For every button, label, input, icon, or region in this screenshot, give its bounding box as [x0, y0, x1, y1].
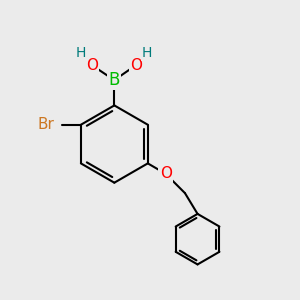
Text: Br: Br — [37, 117, 54, 132]
Text: O: O — [86, 58, 98, 73]
Text: O: O — [130, 58, 142, 73]
Text: B: B — [109, 71, 120, 89]
Text: H: H — [142, 46, 152, 60]
Text: H: H — [76, 46, 86, 60]
Text: O: O — [160, 166, 172, 181]
